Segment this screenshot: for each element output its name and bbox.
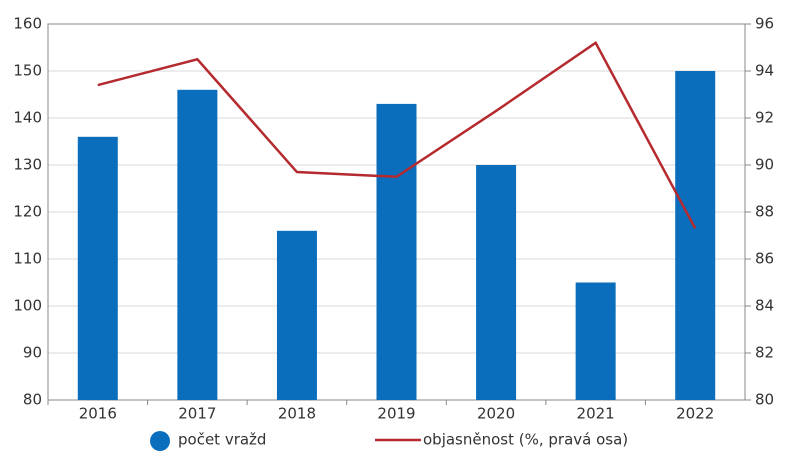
y2-tick-label: 82 — [755, 344, 774, 362]
legend-label: počet vražd — [178, 431, 266, 449]
y-tick-label: 150 — [13, 62, 42, 80]
x-tick-label: 2019 — [377, 405, 415, 423]
x-tick-label: 2021 — [577, 405, 615, 423]
x-tick-label: 2018 — [278, 405, 316, 423]
y-tick-label: 160 — [13, 15, 42, 33]
line — [97, 40, 697, 230]
y2-tick-label: 94 — [755, 62, 774, 80]
bar — [575, 282, 616, 400]
y-tick-label: 100 — [13, 297, 42, 315]
bar — [476, 165, 517, 400]
bar — [77, 136, 118, 401]
y2-tick-label: 86 — [755, 250, 774, 268]
bar — [276, 230, 317, 400]
y-tick-label: 80 — [23, 391, 42, 409]
y2-tick-label: 80 — [755, 391, 774, 409]
y-tick-label: 140 — [13, 109, 42, 127]
bar — [177, 89, 218, 401]
bar — [675, 71, 716, 400]
y-tick-label: 120 — [13, 203, 42, 221]
y-tick-label: 90 — [23, 344, 42, 362]
x-tick-label: 2020 — [477, 405, 515, 423]
y-tick-label: 110 — [13, 250, 42, 268]
legend-label: objasněnost (%, pravá osa) — [423, 431, 628, 449]
legend-swatch — [150, 431, 170, 451]
bar — [376, 103, 417, 401]
y2-tick-label: 84 — [755, 297, 774, 315]
y2-tick-label: 92 — [755, 109, 774, 127]
y2-tick-label: 90 — [755, 156, 774, 174]
x-tick-label: 2022 — [676, 405, 714, 423]
x-tick-label: 2017 — [178, 405, 216, 423]
y-tick-label: 130 — [13, 156, 42, 174]
y2-tick-label: 96 — [755, 15, 774, 33]
x-tick-label: 2016 — [79, 405, 117, 423]
y2-tick-label: 88 — [755, 203, 774, 221]
